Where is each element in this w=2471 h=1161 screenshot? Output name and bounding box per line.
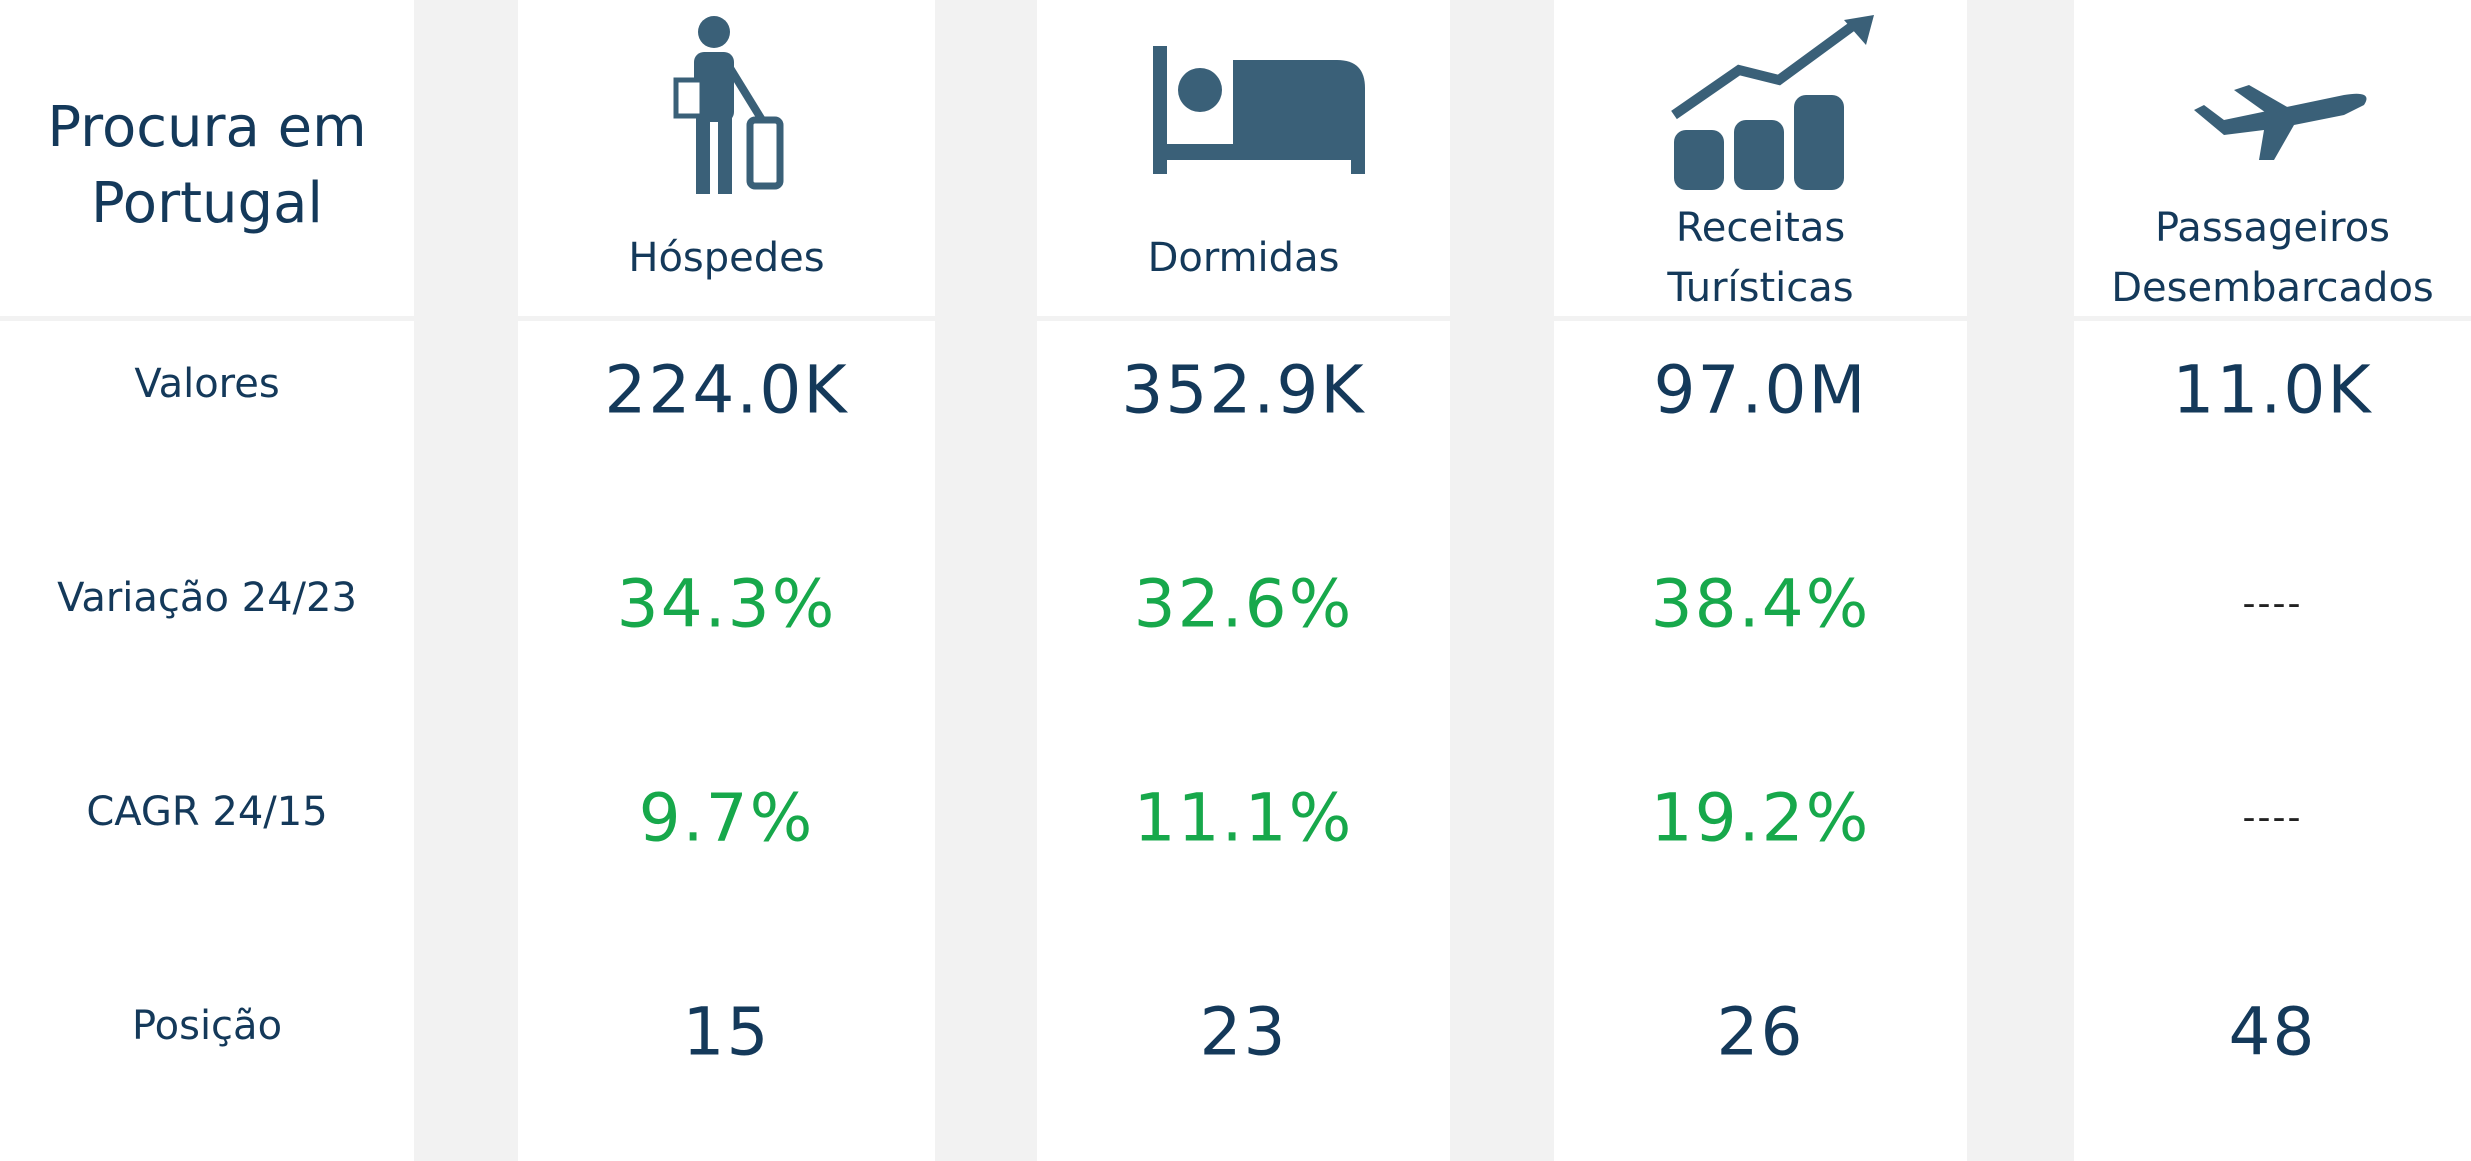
metric-value: 19.2% — [1650, 779, 1871, 857]
metric-value: 15 — [682, 993, 771, 1071]
metric-column: Passageiros Desembarcados 11.0K ---- ---- 48 — [2074, 0, 2471, 1161]
icon-guest — [673, 16, 784, 194]
metric-value: 97.0M — [1653, 351, 1868, 429]
metric-value: 11.1% — [1133, 779, 1354, 857]
metric-column: Dormidas 352.9K 32.6% 11.1% 23 — [1037, 0, 1450, 1161]
separator — [2074, 316, 2471, 321]
metric-value: ---- — [2242, 797, 2303, 839]
metric-value: 32.6% — [1133, 565, 1354, 643]
metric-value: 34.3% — [616, 565, 837, 643]
column-header: Receitas Turísticas — [1667, 205, 1854, 311]
row-label: Variação 24/23 — [57, 575, 357, 621]
separator — [518, 316, 935, 321]
separator — [1037, 316, 1450, 321]
column-header: Hóspedes — [628, 235, 825, 281]
metric-value: 352.9K — [1121, 351, 1366, 429]
icon-plane — [2194, 85, 2367, 160]
metric-value: 23 — [1199, 993, 1288, 1071]
separator — [0, 316, 414, 321]
metric-column: Hóspedes 224.0K 34.3% 9.7% 15 — [518, 0, 935, 1161]
column-header: Dormidas — [1147, 235, 1340, 281]
row-label: Posição — [131, 1003, 283, 1049]
metric-value: 11.0K — [2172, 351, 2373, 429]
icon-bed — [1153, 46, 1365, 174]
column-header: Passageiros Desembarcados — [2111, 205, 2434, 311]
metric-value: 26 — [1716, 993, 1805, 1071]
metric-value: ---- — [2242, 583, 2303, 625]
icon-revenue — [1671, 15, 1874, 190]
metric-value: 38.4% — [1650, 565, 1871, 643]
metric-value: 224.0K — [604, 351, 849, 429]
label-column: Procura em Portugal Valores Variação 24/2… — [0, 0, 414, 1161]
metric-value: 48 — [2228, 993, 2317, 1071]
title: Procura em Portugal — [47, 95, 367, 236]
metric-value: 9.7% — [638, 779, 815, 857]
metric-column: Receitas Turísticas 97.0M 38.4% 19.2% 26 — [1554, 0, 1967, 1161]
separator — [1554, 316, 1967, 321]
row-label: CAGR 24/15 — [86, 789, 328, 835]
row-label: Valores — [134, 361, 280, 407]
